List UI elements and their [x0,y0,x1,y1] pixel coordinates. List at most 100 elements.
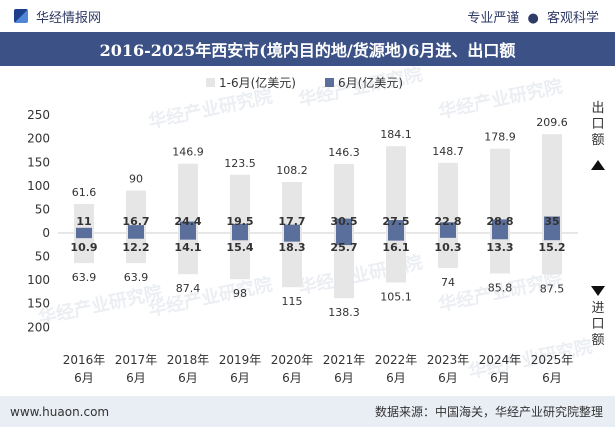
brand-name: 华经情报网 [36,10,102,26]
data-label-ytd-export: 184.1 [380,128,412,141]
x-tick-label-month: 6月 [542,371,562,385]
slogan-separator: ● [527,10,539,26]
right-label-export-char: 额 [591,133,604,148]
data-label-month-import: 10.3 [434,241,461,254]
x-tick-label-month: 6月 [334,371,354,385]
bar-ytd-import [490,233,510,274]
legend-swatch-month [325,78,334,87]
x-tick-label-year: 2018年 [167,353,210,367]
x-tick-label-month: 6月 [438,371,458,385]
x-tick-label-year: 2019年 [219,353,262,367]
y-tick-label: 150 [27,297,50,311]
data-label-month-import: 18.3 [278,241,305,254]
right-label-import-char: 进 [591,301,604,316]
right-label-import-char: 额 [591,333,604,348]
right-label-export-char: 口 [591,117,604,132]
y-tick-label: 200 [27,320,50,334]
data-label-month-export: 28.8 [486,215,513,228]
brand: 华经情报网 [0,7,101,26]
x-tick-label-month: 6月 [126,371,146,385]
footer: www.huaon.com 数据来源：中国海关，华经产业研究院整理 [0,396,615,427]
x-tick-label-month: 6月 [282,371,302,385]
bar-ytd-export [386,146,406,233]
data-label-ytd-export: 146.9 [172,146,204,159]
bar-ytd-import [74,233,94,264]
y-tick-label: 100 [27,273,50,287]
chart-title: 2016-2025年西安市(境内目的地/货源地)6月进、出口额 [0,32,615,66]
data-label-ytd-import: 74 [441,276,455,289]
y-tick-label: 150 [27,155,50,169]
y-tick-label: 250 [27,108,50,122]
bar-ytd-import [230,233,250,280]
data-label-ytd-export: 61.6 [72,186,97,199]
footer-site[interactable]: www.huaon.com [10,404,110,419]
watermark-text: 华经产业研究院 [146,273,274,321]
legend-label-ytd: 1-6月(亿美元) [219,75,296,90]
right-label-import-char: 口 [591,317,604,332]
x-tick-label-year: 2022年 [375,353,418,367]
data-label-month-export: 16.7 [122,215,149,228]
x-tick-label-month: 6月 [230,371,250,385]
bar-ytd-export [334,164,354,233]
bar-ytd-export [438,162,458,233]
data-label-month-export: 17.7 [278,215,305,228]
bar-month-import [128,233,144,239]
x-tick-label-month: 6月 [490,371,510,385]
bar-month-export [232,223,248,233]
data-label-ytd-export: 90 [129,173,143,186]
slogan-left: 专业严谨 [467,10,520,26]
data-label-ytd-import: 63.9 [124,271,149,284]
bar-month-import [492,233,508,240]
legend-label-month: 6月(亿美元) [338,75,403,90]
x-tick-label-month: 6月 [386,371,406,385]
data-label-month-import: 25.7 [330,241,357,254]
bar-ytd-export [282,181,302,233]
bar-ytd-import [386,233,406,283]
bar-ytd-export [542,134,562,233]
bar-month-export [180,221,196,233]
x-tick-label-year: 2016年 [63,353,106,367]
data-label-month-import: 16.1 [382,241,409,254]
y-tick-label: 200 [27,132,50,146]
bar-month-export [284,224,300,233]
data-label-ytd-import: 98 [233,287,247,300]
data-label-ytd-export: 108.2 [276,164,308,177]
brand-logo-icon [14,9,28,23]
bar-ytd-export [230,174,250,233]
data-label-ytd-import: 87.4 [176,282,201,295]
bar-month-import [284,233,300,242]
bar-ytd-import [126,233,146,264]
data-label-ytd-export: 148.7 [432,145,464,158]
y-tick-label: 50 [35,250,50,264]
bar-month-export [440,222,456,233]
x-tick-label-month: 6月 [74,371,94,385]
watermark-text: 华经产业研究院 [146,85,274,133]
bar-ytd-export [490,148,510,233]
bar-month-import [440,233,456,238]
footer-source: 数据来源：中国海关，华经产业研究院整理 [374,405,603,419]
data-label-month-export: 11 [76,215,91,228]
bar-month-import [388,233,404,241]
bar-ytd-export [126,190,146,233]
bar-ytd-import [334,233,354,299]
data-label-month-import: 14.1 [174,241,201,254]
y-tick-label: 50 [35,202,50,216]
legend-swatch-ytd [206,78,215,87]
data-label-ytd-export: 178.9 [484,131,516,144]
x-tick-label-year: 2020年 [271,353,314,367]
bar-ytd-import [178,233,198,275]
bar-ytd-export [178,163,198,233]
bar-month-import [544,233,560,241]
data-label-ytd-import: 115 [282,295,303,308]
x-tick-label-year: 2024年 [479,353,522,367]
top-bar: 华经情报网 专业严谨 ● 客观科学 [0,0,615,32]
import-arrow-icon [591,286,605,296]
bar-month-import [76,233,92,239]
data-label-month-export: 30.5 [330,215,357,228]
data-label-month-import: 12.2 [122,241,149,254]
data-label-month-export: 27.5 [382,215,409,228]
slogan: 专业严谨 ● 客观科学 [467,7,615,26]
watermark-text: 华经产业研究院 [36,281,164,329]
bar-ytd-import [542,233,562,275]
bar-month-export [388,220,404,233]
